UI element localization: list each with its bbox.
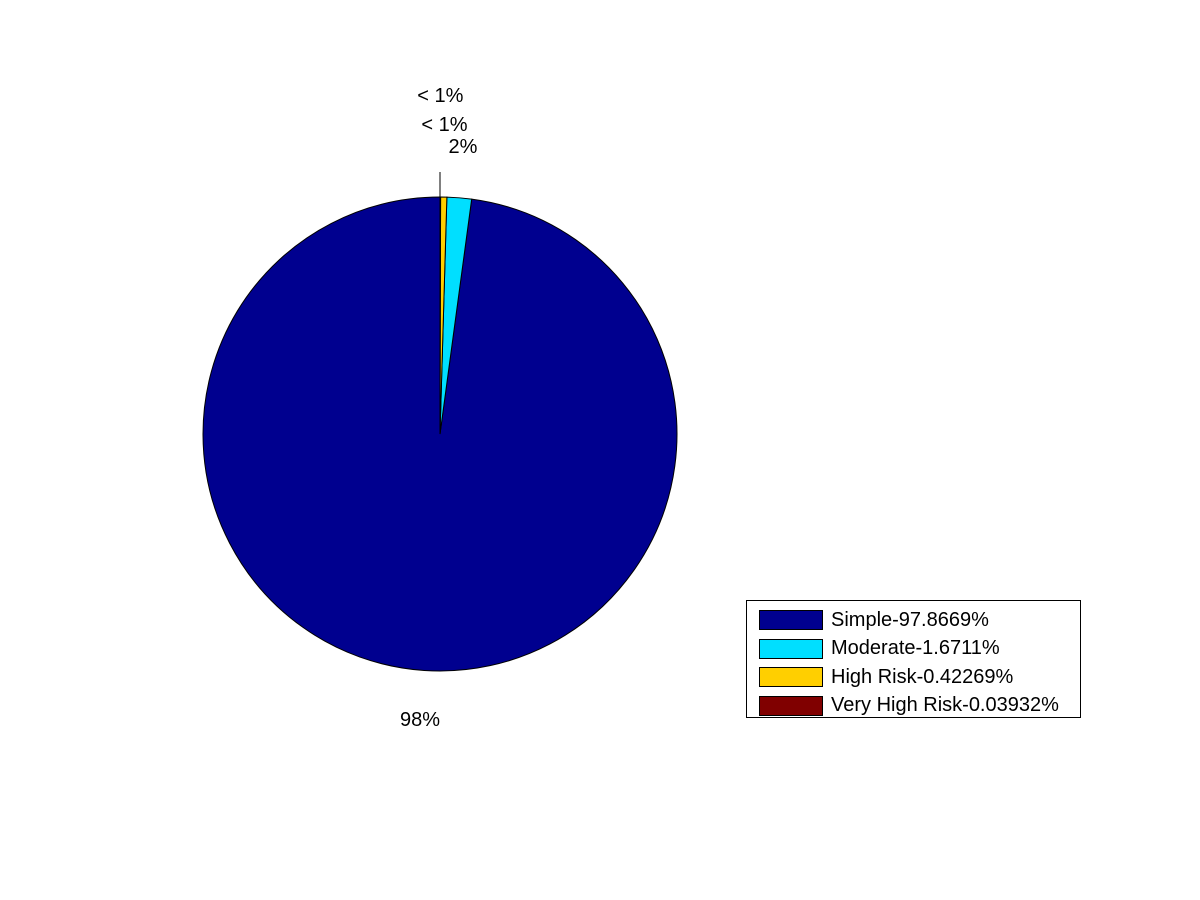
legend-item-moderate: Moderate-1.6711% — [759, 635, 1080, 664]
legend: Simple-97.8669% Moderate-1.6711% High Ri… — [746, 600, 1081, 718]
legend-label-simple: Simple-97.8669% — [831, 608, 989, 631]
legend-swatch-very-high-risk — [759, 695, 823, 716]
pie-slices — [202, 196, 678, 672]
pie-labels: 98%2%< 1%< 1% — [400, 85, 478, 731]
legend-label-high-risk: High Risk-0.42269% — [831, 665, 1014, 688]
pie-label-simple: 98% — [400, 709, 440, 731]
legend-label-moderate: Moderate-1.6711% — [831, 637, 1000, 660]
legend-item-high-risk: High Risk-0.42269% — [759, 663, 1080, 692]
pie-label-high-risk: < 1% — [421, 114, 467, 136]
legend-swatch-high-risk — [759, 667, 823, 688]
pie-label-moderate: 2% — [449, 136, 478, 158]
pie-label-very-high-risk: < 1% — [417, 85, 463, 107]
legend-label-very-high-risk: Very High Risk-0.03932% — [831, 694, 1059, 717]
legend-swatch-moderate — [759, 638, 823, 659]
legend-item-very-high-risk: Very High Risk-0.03932% — [759, 692, 1080, 721]
legend-item-simple: Simple-97.8669% — [759, 606, 1080, 635]
legend-swatch-simple — [759, 610, 823, 631]
pie-slice-very-high-risk — [439, 196, 442, 435]
